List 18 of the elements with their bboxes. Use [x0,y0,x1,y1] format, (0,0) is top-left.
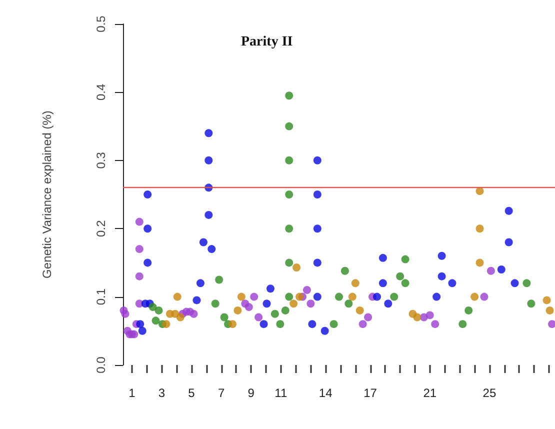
y-tick-label: 0.3 [94,152,108,169]
x-tick-label: 14 [318,386,333,400]
x-tick-label: 9 [248,386,255,400]
x-tick-label: 17 [364,386,378,400]
y-tick-label: 0.4 [94,84,108,101]
x-tick-label: 7 [218,386,225,400]
x-tick-label: 3 [158,386,166,400]
x-tick-label: 5 [188,386,196,400]
y-tick-label: 0.0 [94,356,108,374]
x-tick-label: 21 [423,386,437,400]
text: Parity II [241,34,293,50]
x-tick-label: 25 [482,386,496,400]
y-tick-label: 0.5 [94,15,108,32]
y-tick-label: 0.2 [94,220,108,237]
x-tick-label: 1 [128,386,136,400]
y-tick-label: 0.1 [94,288,108,306]
x-tick-label: 11 [274,386,288,400]
y-axis-title: Genetic Variance explained (%) [40,110,54,278]
